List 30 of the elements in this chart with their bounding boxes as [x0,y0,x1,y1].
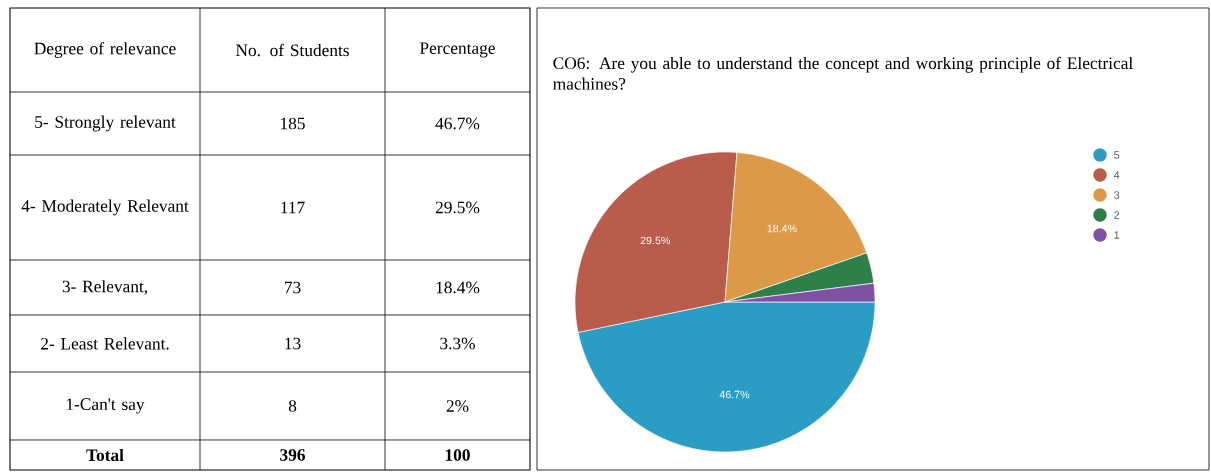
legend-label: 2 [1114,211,1120,219]
text: 2- Least Relevant. [41,337,169,350]
legend-label: 1 [1114,231,1120,239]
text: 5- Strongly relevant [35,115,176,132]
text: 13 [285,337,301,350]
text: 396 [280,449,305,461]
text: No. of Students [235,43,349,57]
text: 73 [285,281,301,294]
text: 1-Can't say [66,398,145,414]
text: 3.3% [440,337,475,350]
legend-label: 5 [1114,151,1120,159]
chart-title: CO6: Are you able to understand the concept and working principle of Electrical machines? [553,56,1133,90]
text: 18.4% [436,281,480,294]
text: 2% [446,400,469,412]
text: 46.7% [435,117,480,130]
text: 3- Relevant, [62,280,147,295]
data-label: 18.4% [767,224,797,233]
text: 29.5% [435,201,480,214]
text: 100 [445,449,470,461]
text: 117 [281,201,305,214]
text: Percentage [419,42,495,58]
data-label: 29.5% [640,236,671,245]
legend-label: 4 [1113,171,1120,179]
text: Total [86,448,124,462]
text: 185 [281,117,305,130]
text: Degree of relevance [34,42,176,58]
data-label: 46.7% [719,390,750,399]
text: 8 [288,400,297,412]
text: 4- Moderately Relevant [21,199,189,216]
legend-label: 3 [1114,191,1120,199]
